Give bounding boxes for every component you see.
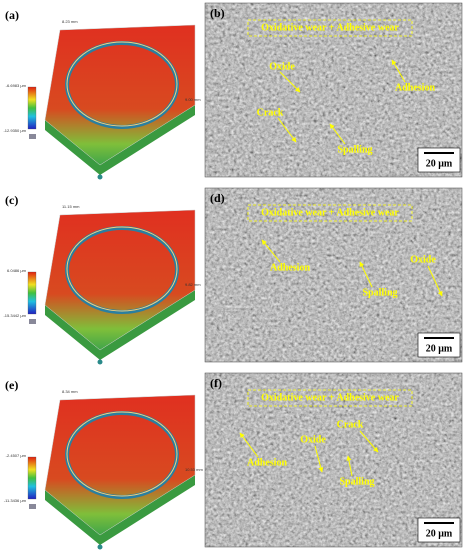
arrow [261,239,281,263]
panel-label: (c) [5,193,18,207]
surface-side [45,105,195,175]
icon [29,504,36,509]
annotation: Oxide [269,61,295,72]
arrow [346,455,353,477]
axis-label: 9.82 mm [185,282,201,287]
surface [44,209,196,351]
colorbar-bottom: -12.9350 μm [3,128,26,133]
axis-marker [97,359,103,365]
surface-side [45,475,195,545]
colorbar [27,456,37,500]
sem-border [204,372,463,548]
colorbar [27,86,37,130]
annotation: Spalling [339,476,374,487]
colorbar-bottom: -15.3442 μm [3,313,26,318]
box-text: Oxidative wear + Adhesive wear [261,207,399,218]
panel-label: (e) [5,378,18,392]
arrow [239,432,259,458]
arrow [359,261,373,288]
axis-label: 8.34 mm [62,389,78,394]
annotation: Spalling [362,287,397,298]
dashed-box [247,204,413,222]
annotation: Adhesion [395,82,435,93]
surface [44,394,196,536]
surface [44,24,196,166]
panel-label: (b) [210,6,225,20]
wear-ring-edge [66,226,178,312]
wear-ring-edge [66,41,178,127]
annotation: Adhesion [247,457,287,468]
sem-border [204,187,463,363]
axis-label: 8.23 mm [62,19,78,24]
arrow [279,71,301,93]
wear-ring-edge [66,411,178,497]
dashed-box [247,389,413,407]
colorbar-top: 6.0486 μm [7,268,27,273]
surface-side [45,290,195,360]
axis-marker [97,174,103,180]
arrow [427,265,443,297]
colorbar-top: -2.4507 μm [6,453,27,458]
icon [29,134,36,139]
panel-label: (f) [210,376,222,390]
axis-marker [97,544,103,550]
box-text: Oxidative wear + Adhesive wear [261,22,399,33]
scale-text: 20 μm [426,528,453,539]
colorbar [27,271,37,315]
scale-text: 20 μm [426,158,453,169]
panel-label: (d) [210,191,225,205]
annotation: Oxide [300,434,326,445]
arrow [277,117,297,143]
arrow [329,123,346,145]
annotation: Crack [337,419,364,430]
sem-border [204,2,463,178]
scale-text: 20 μm [426,343,453,354]
annotation: Spalling [337,144,372,155]
arrow [314,445,324,473]
annotation: Adhesion [270,262,310,273]
annotation: Crack [257,107,284,118]
icon [29,319,36,324]
dashed-box [247,19,413,37]
panel-label: (a) [5,8,19,22]
annotation: Oxide [410,254,436,265]
axis-label: 10.53 mm [185,467,203,472]
axis-label: 11.15 mm [62,204,80,209]
axis-label: 9.00 mm [185,97,201,102]
colorbar-top: -6.6983 μm [6,83,27,88]
arrow [359,430,379,453]
arrow [391,59,406,83]
colorbar-bottom: -11.3436 μm [4,498,27,503]
box-text: Oxidative wear + Adhesive wear [261,392,399,403]
